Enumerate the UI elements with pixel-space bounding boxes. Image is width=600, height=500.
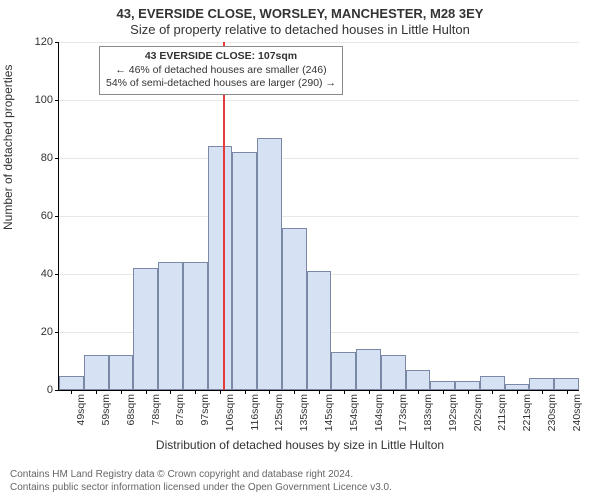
- xtick-label: 145sqm: [323, 394, 335, 431]
- xtick-label: 192sqm: [447, 394, 459, 431]
- xtick-mark: [195, 390, 196, 394]
- xtick-label: 49sqm: [75, 394, 87, 426]
- xtick-mark: [369, 390, 370, 394]
- ytick-mark: [55, 158, 59, 159]
- ytick-label: 20: [41, 326, 53, 338]
- histogram-bar: [356, 349, 381, 390]
- xtick-mark: [170, 390, 171, 394]
- gridline: [59, 158, 579, 159]
- xtick-mark: [121, 390, 122, 394]
- histogram-bar: [529, 378, 554, 390]
- gridline: [59, 216, 579, 217]
- xtick-mark: [492, 390, 493, 394]
- ytick-label: 0: [47, 384, 53, 396]
- xtick-label: 59sqm: [100, 394, 112, 426]
- ytick-label: 40: [41, 268, 53, 280]
- annotation-title: 43 EVERSIDE CLOSE: 107sqm: [106, 50, 336, 64]
- ytick-mark: [55, 274, 59, 275]
- xtick-label: 154sqm: [348, 394, 360, 431]
- xtick-label: 125sqm: [273, 394, 285, 431]
- xtick-label: 202sqm: [472, 394, 484, 431]
- xtick-label: 106sqm: [224, 394, 236, 431]
- xtick-mark: [344, 390, 345, 394]
- histogram-bar: [554, 378, 579, 390]
- histogram-bar: [183, 262, 208, 390]
- histogram-bar: [282, 228, 307, 390]
- gridline: [59, 100, 579, 101]
- xtick-label: 221sqm: [521, 394, 533, 431]
- xtick-mark: [319, 390, 320, 394]
- ytick-label: 80: [41, 152, 53, 164]
- xtick-label: 68sqm: [125, 394, 137, 426]
- xtick-mark: [220, 390, 221, 394]
- xtick-mark: [146, 390, 147, 394]
- footer-line2: Contains public sector information licen…: [10, 482, 590, 495]
- ytick-mark: [55, 216, 59, 217]
- y-axis-label: Number of detached properties: [1, 65, 15, 230]
- ytick-mark: [55, 390, 59, 391]
- histogram-bar: [480, 376, 505, 391]
- xtick-label: 240sqm: [571, 394, 583, 431]
- xtick-mark: [269, 390, 270, 394]
- xtick-mark: [71, 390, 72, 394]
- histogram-bar: [158, 262, 183, 390]
- ytick-label: 60: [41, 210, 53, 222]
- xtick-mark: [294, 390, 295, 394]
- chart-title-line1: 43, EVERSIDE CLOSE, WORSLEY, MANCHESTER,…: [0, 6, 600, 21]
- xtick-label: 87sqm: [174, 394, 186, 426]
- xtick-mark: [517, 390, 518, 394]
- annotation-line2: ← 46% of detached houses are smaller (24…: [106, 64, 336, 78]
- footer-attribution: Contains HM Land Registry data © Crown c…: [10, 469, 590, 494]
- xtick-label: 164sqm: [373, 394, 385, 431]
- chart-title-line2: Size of property relative to detached ho…: [0, 22, 600, 37]
- xtick-label: 183sqm: [422, 394, 434, 431]
- ytick-label: 120: [35, 36, 53, 48]
- x-axis-label: Distribution of detached houses by size …: [0, 438, 600, 452]
- xtick-mark: [393, 390, 394, 394]
- xtick-label: 135sqm: [298, 394, 310, 431]
- ytick-mark: [55, 100, 59, 101]
- annotation-line3: 54% of semi-detached houses are larger (…: [106, 77, 336, 91]
- chart-container: 43, EVERSIDE CLOSE, WORSLEY, MANCHESTER,…: [0, 0, 600, 500]
- xtick-mark: [96, 390, 97, 394]
- xtick-mark: [542, 390, 543, 394]
- histogram-bar: [455, 381, 480, 390]
- xtick-mark: [245, 390, 246, 394]
- histogram-bar: [331, 352, 356, 390]
- histogram-bar: [208, 146, 233, 390]
- ytick-mark: [55, 332, 59, 333]
- xtick-label: 211sqm: [496, 394, 508, 431]
- xtick-mark: [468, 390, 469, 394]
- xtick-mark: [443, 390, 444, 394]
- histogram-bar: [232, 152, 257, 390]
- histogram-bar: [257, 138, 282, 390]
- gridline: [59, 42, 579, 43]
- histogram-bar: [133, 268, 158, 390]
- xtick-mark: [567, 390, 568, 394]
- ytick-label: 100: [35, 94, 53, 106]
- xtick-mark: [418, 390, 419, 394]
- annotation-box: 43 EVERSIDE CLOSE: 107sqm ← 46% of detac…: [99, 46, 343, 95]
- histogram-bar: [406, 370, 431, 390]
- xtick-label: 230sqm: [546, 394, 558, 431]
- histogram-bar: [307, 271, 332, 390]
- histogram-bar: [381, 355, 406, 390]
- footer-line1: Contains HM Land Registry data © Crown c…: [10, 469, 590, 482]
- xtick-label: 97sqm: [199, 394, 211, 426]
- ytick-mark: [55, 42, 59, 43]
- histogram-bar: [109, 355, 134, 390]
- histogram-bar: [59, 376, 84, 391]
- xtick-label: 116sqm: [249, 394, 261, 431]
- xtick-label: 78sqm: [150, 394, 162, 426]
- histogram-bar: [84, 355, 109, 390]
- xtick-label: 173sqm: [397, 394, 409, 431]
- plot-area: 02040608010012049sqm59sqm68sqm78sqm87sqm…: [58, 42, 579, 391]
- histogram-bar: [430, 381, 455, 390]
